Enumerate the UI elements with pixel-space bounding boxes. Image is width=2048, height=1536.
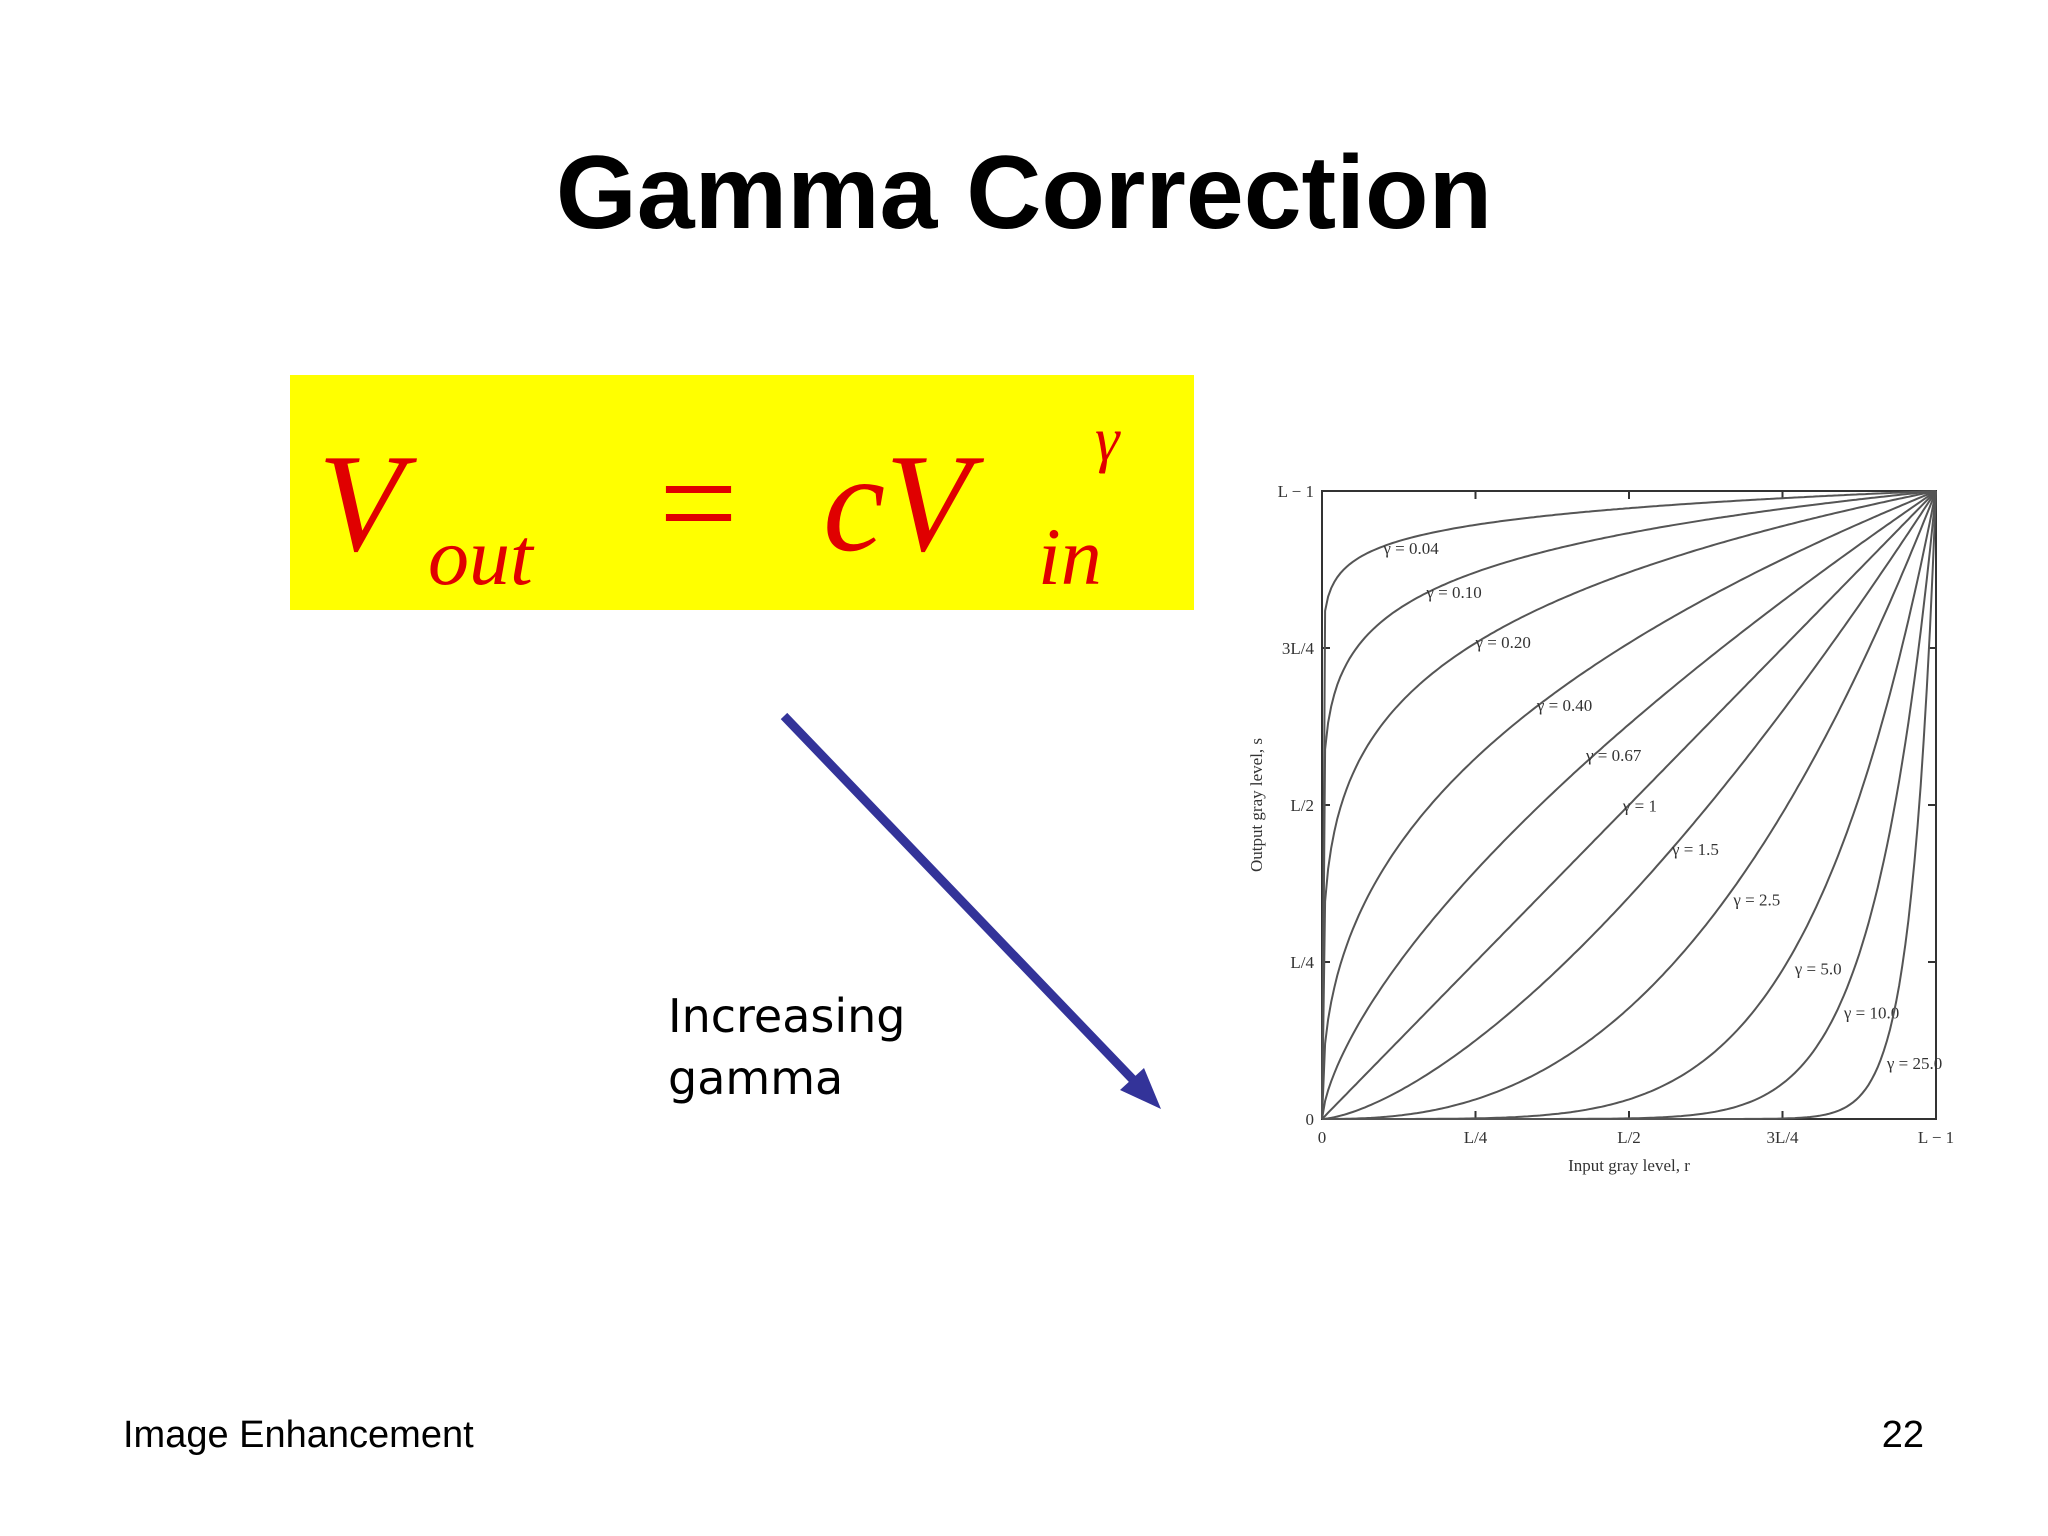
x-tick-label: 3L/4 [1766, 1128, 1799, 1147]
arrow-head [1120, 1068, 1161, 1109]
x-tick-label: L − 1 [1918, 1128, 1954, 1147]
formula-cv: cV [823, 426, 984, 581]
curve-label: γ = 1 [1622, 796, 1657, 815]
gamma-curve [1321, 490, 1937, 1120]
curve-label: γ = 10.0 [1843, 1004, 1899, 1023]
curve-label: γ = 25.0 [1886, 1054, 1942, 1073]
curve-label: γ = 0.04 [1382, 539, 1439, 558]
curve-label: γ = 5.0 [1794, 960, 1842, 979]
gamma-curve [1322, 490, 1937, 1120]
x-axis-title: Input gray level, r [1568, 1156, 1690, 1175]
formula-sub: out [428, 511, 535, 602]
formula-sup: γ [1095, 406, 1121, 474]
gamma-curve [1322, 490, 1937, 1120]
gamma-curve [1321, 490, 1937, 1120]
gamma-curve [1321, 490, 1937, 1120]
curve-label: γ = 0.10 [1425, 583, 1481, 602]
y-tick-label: L − 1 [1278, 482, 1314, 501]
note-text: gamma [668, 1051, 843, 1105]
footer-text: Image Enhancement [123, 1414, 474, 1456]
gamma-curve [1321, 490, 1937, 1120]
curve-label: γ = 2.5 [1732, 890, 1780, 909]
x-tick-label: L/4 [1464, 1128, 1488, 1147]
x-tick-label: L/2 [1617, 1128, 1641, 1147]
gamma-chart: 0 L/4 L/2 3L/4 L − 1 0 L/4 L/2 3L/4 L − 1 Input gr… [1247, 482, 1954, 1175]
arrow [780, 712, 1144, 1091]
slide-title: Gamma Correction [556, 135, 1492, 251]
x-tick-label: 0 [1318, 1128, 1327, 1147]
y-tick-label: 0 [1306, 1110, 1315, 1129]
note-text: Increasing [668, 989, 906, 1043]
curve-label: γ = 1.5 [1671, 840, 1719, 859]
formula-sub: in [1038, 511, 1102, 602]
y-tick-label: L/2 [1290, 796, 1314, 815]
gamma-curve [1321, 490, 1937, 1120]
gamma-curve [1321, 490, 1937, 1120]
curve-label: γ = 0.40 [1536, 696, 1592, 715]
gamma-curve [1321, 490, 1937, 1120]
formula-box [290, 375, 1194, 610]
y-axis-title: Output gray level, s [1247, 738, 1266, 872]
formula-eq: = [650, 426, 744, 581]
y-tick-label: 3L/4 [1282, 639, 1315, 658]
page-number: 22 [1882, 1414, 1924, 1456]
y-tick-label: L/4 [1290, 953, 1314, 972]
formula-v: V [318, 426, 417, 581]
curve-label: γ = 0.20 [1475, 633, 1531, 652]
curve-label: γ = 0.67 [1585, 746, 1642, 765]
